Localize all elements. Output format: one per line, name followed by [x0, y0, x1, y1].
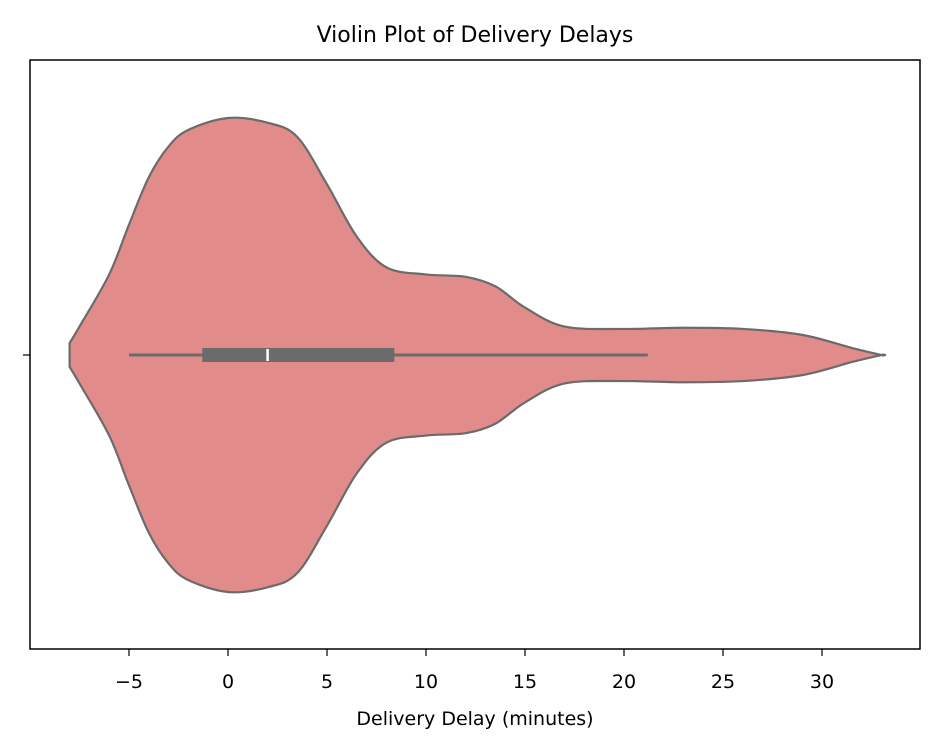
x-tick-label: 5	[321, 671, 333, 693]
x-tick-label: 0	[222, 671, 234, 693]
x-tick-label: 10	[414, 671, 438, 693]
x-tick-label: −5	[115, 671, 143, 693]
plot-area	[68, 116, 887, 594]
chart-title: Violin Plot of Delivery Delays	[317, 23, 634, 48]
x-tick-label: 30	[810, 671, 834, 693]
x-tick-label: 20	[612, 671, 636, 693]
x-axis: −5 0 5 10 15 20 25 30	[115, 649, 834, 693]
x-tick-label: 25	[711, 671, 735, 693]
x-tick-label: 15	[513, 671, 537, 693]
x-axis-label: Delivery Delay (minutes)	[356, 708, 593, 730]
iqr-box	[202, 348, 395, 362]
